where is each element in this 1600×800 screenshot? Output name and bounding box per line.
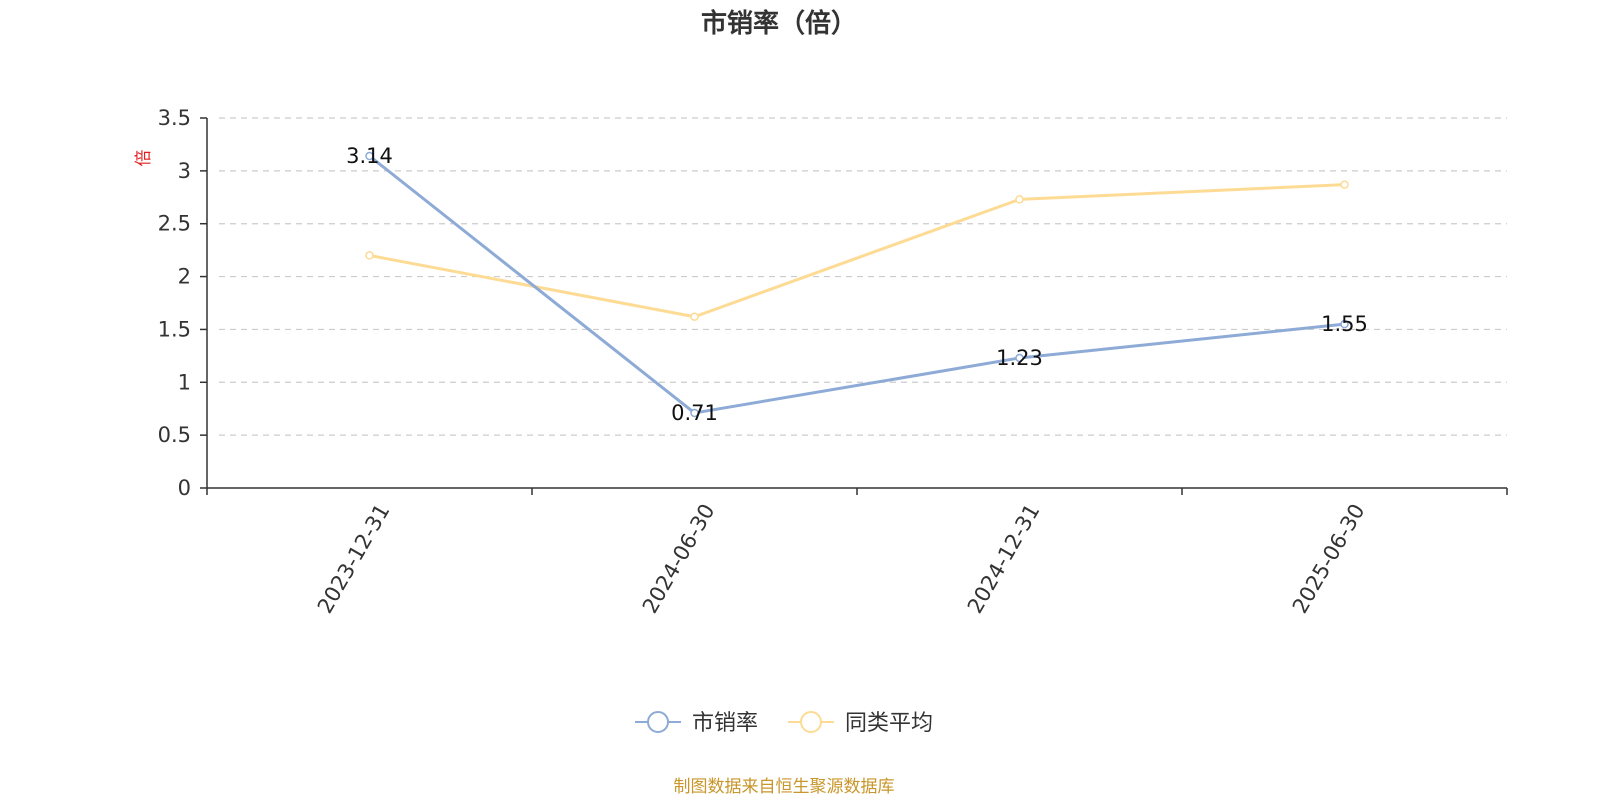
data-point [1015, 195, 1024, 204]
data-label: 1.23 [996, 346, 1043, 370]
y-tick-label: 0 [178, 476, 191, 500]
x-tick-label: 2024-12-31 [963, 500, 1045, 618]
series-line [369, 183, 1345, 319]
series-line [368, 154, 1345, 415]
legend-label: 同类平均 [845, 711, 933, 736]
legend-item[interactable]: 市销率 [635, 711, 758, 736]
y-tick-label: 3 [178, 159, 191, 183]
y-tick-label: 2.5 [158, 212, 191, 236]
y-tick-label: 1 [178, 370, 191, 394]
y-tick-label: 0.5 [158, 423, 191, 447]
x-tick-label: 2024-06-30 [638, 500, 720, 618]
y-tick-label: 3.5 [158, 106, 191, 130]
data-labels: 3.14 0.71 1.23 1.55 [346, 144, 1368, 425]
data-point [690, 312, 699, 321]
legend[interactable]: 市销率 同类平均 [635, 711, 933, 736]
chart-title: 市销率（倍） [701, 8, 857, 39]
y-axis-unit-label: 倍 [134, 150, 154, 167]
legend-label: 市销率 [692, 711, 758, 736]
series-lines [365, 151, 1349, 418]
data-point [1340, 180, 1349, 189]
data-point [1015, 353, 1024, 363]
y-tick-label: 1.5 [158, 317, 191, 341]
source-note: 制图数据来自恒生聚源数据库 [674, 777, 895, 797]
data-point [365, 251, 374, 260]
data-point [365, 151, 374, 161]
data-label: 3.14 [346, 144, 393, 168]
data-label: 1.55 [1321, 312, 1368, 336]
legend-item[interactable]: 同类平均 [788, 711, 933, 736]
axes: 0 0.5 1 1.5 2 2.5 3 3.5 2023-12-31 2024-06-30 2024… [158, 106, 1508, 618]
data-point [1340, 319, 1349, 329]
y-tick-label: 2 [178, 265, 191, 289]
legend-circle-icon [647, 711, 669, 733]
x-tick-label: 2023-12-31 [313, 500, 395, 618]
data-label: 0.71 [671, 401, 718, 425]
grid-lines [219, 117, 1507, 436]
legend-circle-icon [800, 711, 822, 733]
x-tick-label: 2025-06-30 [1288, 500, 1370, 618]
data-point [690, 408, 699, 418]
